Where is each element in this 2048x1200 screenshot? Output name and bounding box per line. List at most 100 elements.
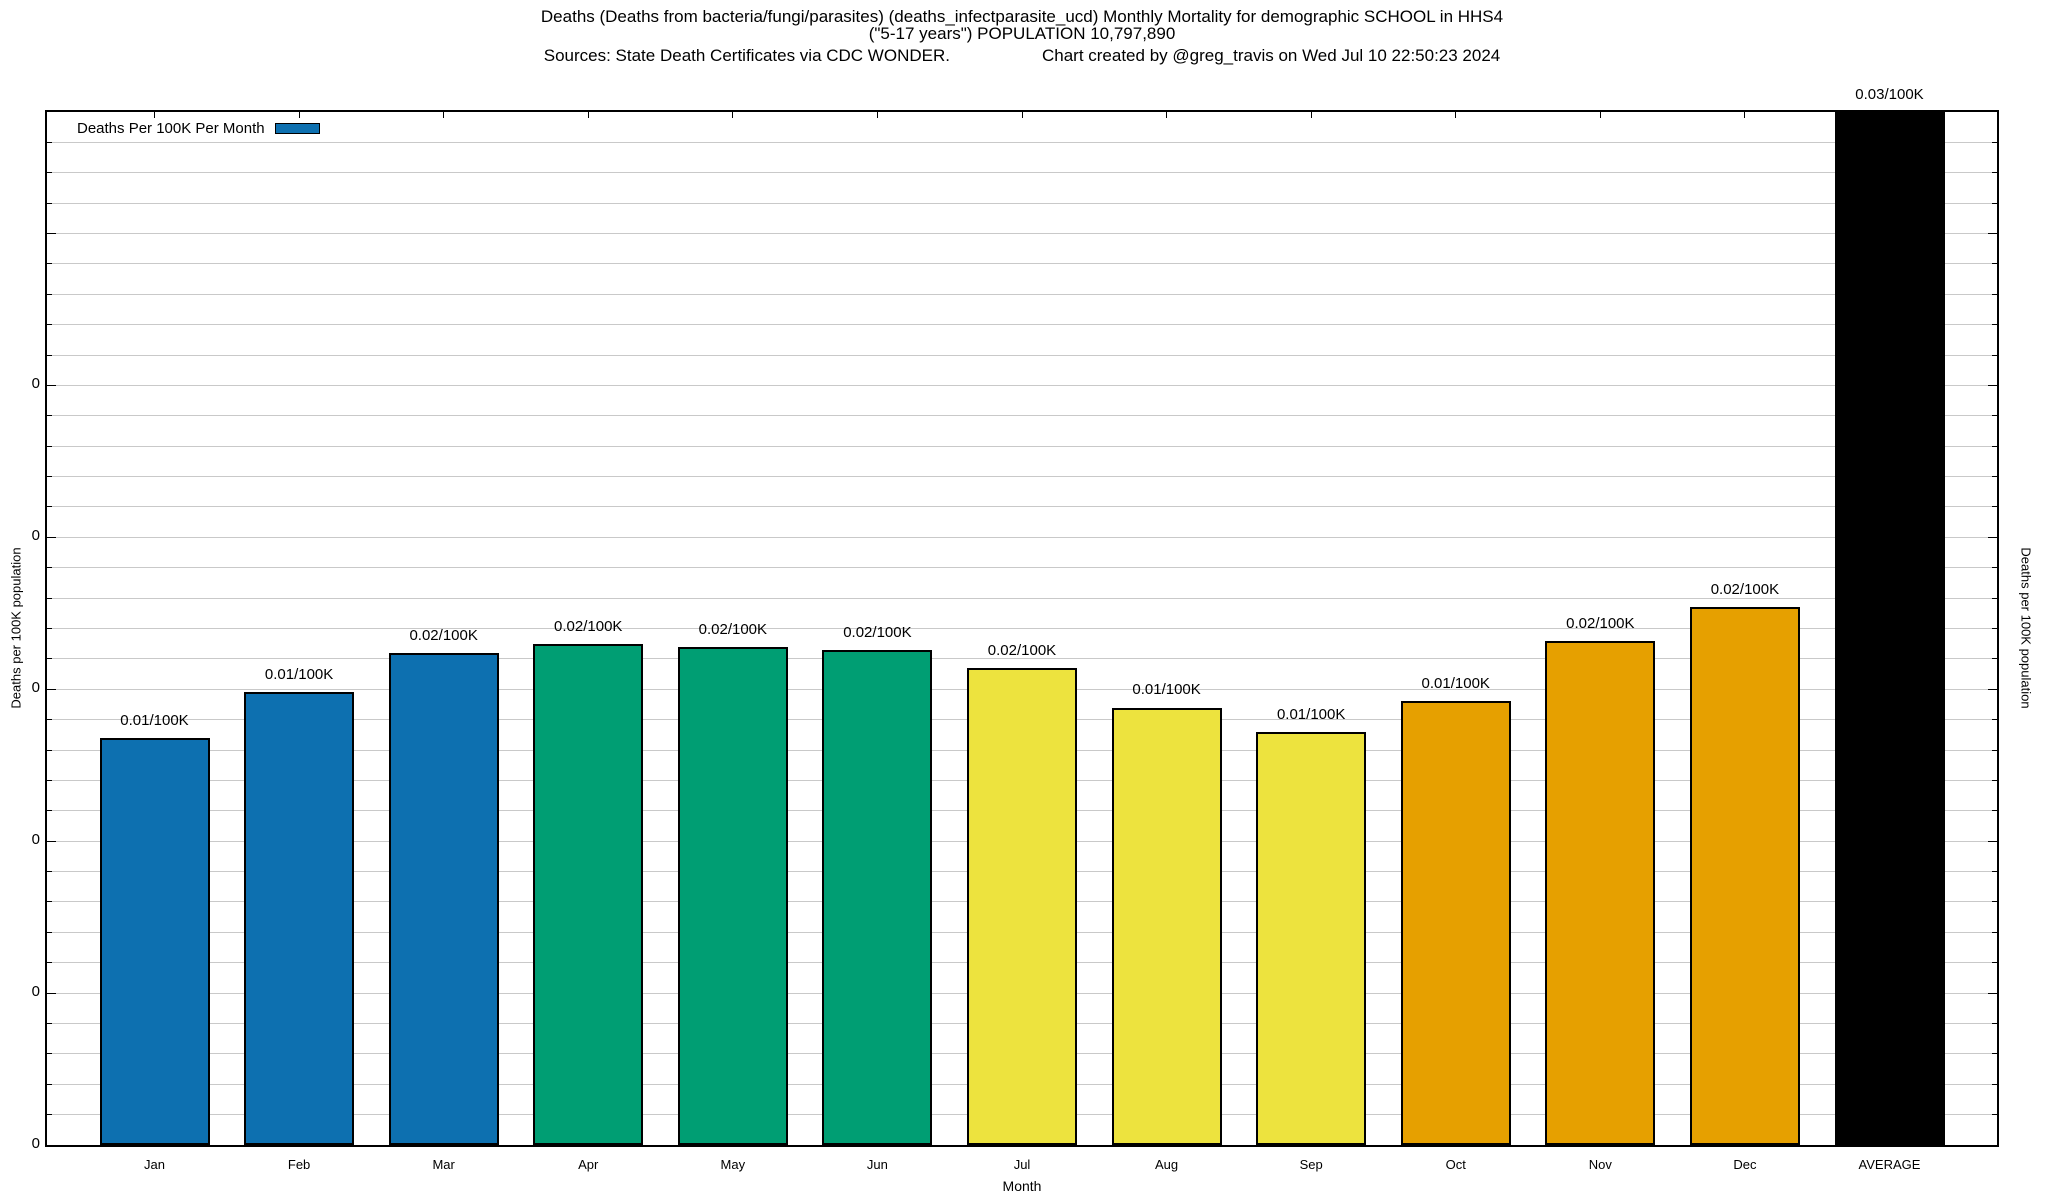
y-axis-tick-left bbox=[47, 536, 56, 538]
gridline bbox=[47, 324, 1997, 326]
y-axis-tick-right bbox=[1992, 749, 1997, 751]
y-axis-tick-right bbox=[1992, 1022, 1997, 1024]
y-axis-tick-left bbox=[47, 597, 52, 599]
gridline bbox=[47, 233, 1997, 235]
y-axis-tick-right bbox=[1992, 1053, 1997, 1055]
y-axis-tick-left bbox=[47, 1053, 52, 1055]
y-axis-tick-right bbox=[1992, 779, 1997, 781]
y-axis-tick-left bbox=[47, 1022, 52, 1024]
x-axis-tick-top bbox=[876, 112, 878, 118]
legend: Deaths Per 100K Per Month bbox=[77, 120, 320, 137]
y-axis-tick-left bbox=[47, 749, 52, 751]
bar-average bbox=[1834, 112, 1945, 1145]
x-axis-category-label: AVERAGE bbox=[1858, 1157, 1921, 1172]
chart-title-line1: Deaths (Deaths from bacteria/fungi/paras… bbox=[540, 7, 1504, 26]
y-axis-tick-left bbox=[47, 354, 52, 356]
y-axis-tick-left bbox=[47, 445, 52, 447]
plot-area: 0.01/100K 0.01/100K 0.02/100K 0.02/100K 0.02… bbox=[45, 86, 1999, 1147]
y-axis-tick-left bbox=[47, 810, 52, 812]
gridline bbox=[47, 536, 1997, 538]
x-axis-title: Month bbox=[1002, 1178, 1042, 1194]
y-axis-tick-left bbox=[47, 141, 52, 143]
bar-value-label: 0.02/100K bbox=[1710, 581, 1780, 599]
bar-aug bbox=[1111, 707, 1222, 1145]
bar-nov bbox=[1545, 640, 1656, 1145]
y-axis-tick-right bbox=[1992, 567, 1997, 569]
y-axis-tick-right bbox=[1992, 324, 1997, 326]
x-axis-category-label: May bbox=[720, 1157, 746, 1172]
legend-swatch bbox=[274, 123, 320, 134]
y-axis-tick-left bbox=[47, 1083, 52, 1085]
bar-value-label: 0.02/100K bbox=[987, 641, 1057, 659]
y-axis-tick-right bbox=[1992, 415, 1997, 417]
x-axis-tick-top bbox=[1166, 112, 1168, 118]
y-axis-tick-label: 0 bbox=[31, 679, 40, 697]
credit-text: Chart created by @greg_travis on Wed Jul… bbox=[1041, 46, 1501, 65]
y-axis-tick-left bbox=[47, 293, 52, 295]
y-axis-tick-right bbox=[1988, 840, 1997, 842]
gridline bbox=[47, 293, 1997, 295]
y-axis-tick-left bbox=[47, 871, 52, 873]
y-axis-tick-right bbox=[1988, 992, 1997, 994]
x-axis-tick-top bbox=[154, 112, 155, 118]
bar-labels-layer: 0.01/100K 0.01/100K 0.02/100K 0.02/100K 0.02… bbox=[47, 86, 1997, 1145]
chart-title-line2: ("5-17 years") POPULATION 10,797,890 bbox=[868, 24, 1176, 43]
x-axis-tick-top bbox=[1310, 112, 1312, 118]
bar-feb bbox=[244, 692, 355, 1145]
y-axis-tick-left bbox=[47, 506, 52, 508]
y-axis-tick-right bbox=[1992, 172, 1997, 174]
y-axis-tick-left bbox=[47, 962, 52, 964]
x-axis-category-label: Apr bbox=[578, 1157, 599, 1172]
y-axis-tick-right bbox=[1992, 263, 1997, 265]
x-axis-tick-top bbox=[1021, 112, 1023, 118]
y-axis-tick-left bbox=[47, 233, 56, 235]
x-axis-tick-top bbox=[1744, 112, 1746, 118]
y-axis-tick-right bbox=[1992, 1083, 1997, 1085]
bar-jan bbox=[99, 737, 210, 1145]
bar-mar bbox=[388, 652, 499, 1145]
bar-value-label: 0.02/100K bbox=[409, 626, 478, 644]
y-axis-tick-left bbox=[47, 567, 52, 569]
y-axis-tick-right bbox=[1992, 141, 1997, 143]
gridline bbox=[47, 567, 1997, 569]
x-axis-category-label: Jun bbox=[866, 1157, 888, 1172]
gridline bbox=[47, 658, 1997, 660]
y-axis-title-right: Deaths per 100K population bbox=[2018, 547, 2034, 709]
bar-sep bbox=[1256, 731, 1367, 1145]
x-axis-category-label: Feb bbox=[287, 1157, 311, 1172]
y-axis-tick-right bbox=[1992, 658, 1997, 660]
y-axis-tick-right bbox=[1992, 901, 1997, 903]
chart-title-line3: Sources: State Death Certificates via CD… bbox=[45, 47, 1999, 64]
bar-jul bbox=[967, 668, 1077, 1145]
y-axis-tick-left bbox=[47, 1114, 52, 1116]
gridline bbox=[47, 597, 1997, 599]
y-axis-tick-right bbox=[1992, 354, 1997, 356]
y-axis-tick-left bbox=[47, 658, 52, 660]
y-axis-tick-left bbox=[47, 476, 52, 478]
bar-value-label: 0.01/100K bbox=[1132, 681, 1201, 699]
x-axis-tick-top bbox=[732, 112, 734, 118]
bar-value-label: 0.01/100K bbox=[264, 666, 334, 684]
y-axis-tick-right bbox=[1988, 233, 1997, 235]
bar-value-label: 0.02/100K bbox=[698, 620, 768, 638]
y-axis-tick-left bbox=[47, 384, 56, 386]
x-axis-category-label: Jul bbox=[1013, 1157, 1031, 1172]
y-axis-tick-right bbox=[1992, 506, 1997, 508]
x-axis-tick-top bbox=[298, 112, 300, 118]
y-axis-tick-right bbox=[1992, 871, 1997, 873]
x-axis-tick-top bbox=[587, 112, 589, 118]
x-axis-category-label: Jan bbox=[144, 1157, 165, 1172]
y-axis-tick-right bbox=[1992, 628, 1997, 629]
y-axis-tick-left bbox=[47, 202, 52, 204]
gridline bbox=[47, 476, 1997, 478]
legend-label: Deaths Per 100K Per Month bbox=[77, 120, 265, 137]
x-axis-category-label: Dec bbox=[1733, 1157, 1757, 1172]
sources-text: Sources: State Death Certificates via CD… bbox=[543, 46, 950, 65]
y-axis-tick-label: 0 bbox=[31, 527, 40, 545]
y-axis-tick-right bbox=[1992, 445, 1997, 447]
bar-dec bbox=[1689, 607, 1800, 1145]
y-axis-tick-right bbox=[1992, 293, 1997, 295]
y-axis-tick-right bbox=[1992, 1114, 1997, 1116]
y-axis-tick-left bbox=[47, 415, 52, 417]
y-axis-tick-right bbox=[1992, 810, 1997, 812]
